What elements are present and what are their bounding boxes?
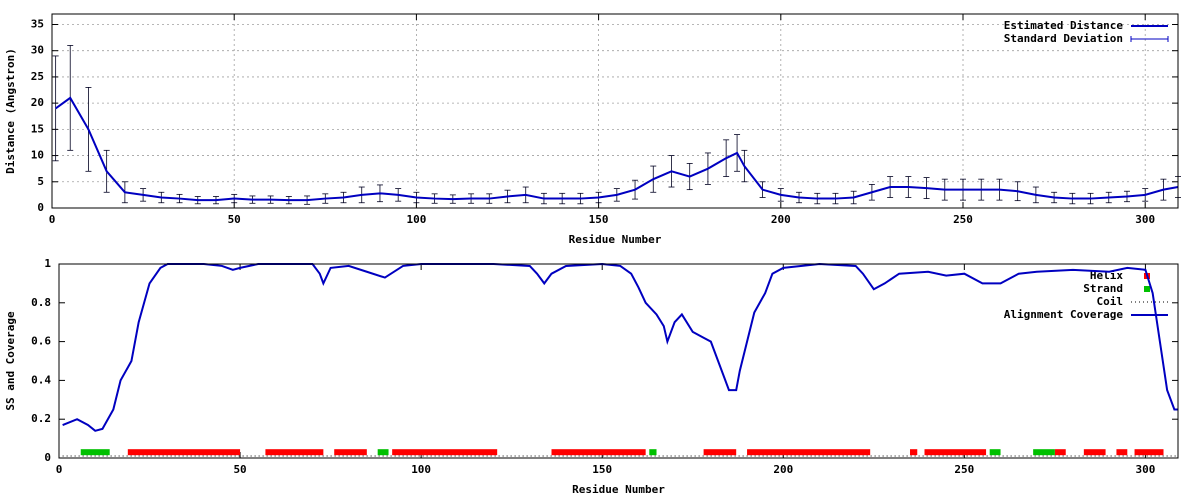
x-tick-label: 0 bbox=[56, 463, 63, 476]
legend-marker bbox=[1144, 286, 1150, 292]
ss-segment bbox=[649, 449, 657, 456]
ss-segment bbox=[392, 449, 498, 456]
y-tick-label: 0.4 bbox=[31, 373, 51, 386]
y-axis-label: SS and Coverage bbox=[4, 311, 17, 411]
legend-label: Alignment Coverage bbox=[1004, 308, 1124, 321]
y-tick-label: 35 bbox=[31, 17, 44, 30]
x-tick-label: 200 bbox=[773, 463, 793, 476]
ss-segment bbox=[265, 449, 324, 456]
x-tick-label: 250 bbox=[953, 213, 973, 226]
ss-segment bbox=[1083, 449, 1106, 456]
legend-label: Helix bbox=[1090, 269, 1123, 282]
y-tick-label: 10 bbox=[31, 149, 44, 162]
x-tick-label: 150 bbox=[589, 213, 609, 226]
x-axis-label: Residue Number bbox=[572, 483, 665, 496]
y-tick-label: 0.2 bbox=[31, 412, 51, 425]
ss-segment bbox=[1116, 449, 1128, 456]
ss-segment bbox=[1054, 449, 1066, 456]
ss-segment bbox=[80, 449, 110, 456]
y-tick-label: 30 bbox=[31, 44, 44, 57]
ss-segment bbox=[703, 449, 737, 456]
legend-label: Coil bbox=[1097, 295, 1124, 308]
x-tick-label: 150 bbox=[592, 463, 612, 476]
y-tick-label: 25 bbox=[31, 70, 44, 83]
chart: 0 0.2 0.4 0.6 0.8 1 0 50 100 150 200 250 300 Residue … bbox=[4, 257, 1179, 496]
plot-frame bbox=[58, 263, 1179, 459]
ss-segment bbox=[377, 449, 389, 456]
ss-segment bbox=[1134, 449, 1164, 456]
ss-segment bbox=[551, 449, 646, 456]
x-tick-label: 300 bbox=[1135, 213, 1155, 226]
y-tick-label: 0.8 bbox=[31, 296, 51, 309]
x-tick-label: 200 bbox=[771, 213, 791, 226]
ss-segment bbox=[924, 449, 987, 456]
x-tick-label: 250 bbox=[954, 463, 974, 476]
ss-segment bbox=[1033, 449, 1055, 456]
y-tick-label: 5 bbox=[37, 175, 44, 188]
y-tick-label: 15 bbox=[31, 122, 44, 135]
x-tick-label: 50 bbox=[233, 463, 246, 476]
y-tick-label: 0 bbox=[37, 201, 44, 214]
x-tick-label: 0 bbox=[49, 213, 56, 226]
plot-frame bbox=[51, 13, 1179, 209]
x-tick-label: 300 bbox=[1135, 463, 1155, 476]
data-line bbox=[55, 96, 1179, 202]
x-tick-label: 100 bbox=[406, 213, 426, 226]
x-axis-label: Residue Number bbox=[569, 233, 662, 246]
y-tick-label: 20 bbox=[31, 96, 44, 109]
ss-segment bbox=[334, 449, 367, 456]
legend-label: Standard Deviation bbox=[1004, 32, 1123, 45]
ss-segment bbox=[747, 449, 871, 456]
legend-label: Estimated Distance bbox=[1004, 19, 1124, 32]
y-tick-label: 0.6 bbox=[31, 335, 51, 348]
legend-label: Strand bbox=[1083, 282, 1123, 295]
ss-segment bbox=[127, 449, 241, 456]
data-line bbox=[62, 262, 1178, 432]
y-tick-label: 1 bbox=[44, 257, 51, 270]
ss-segment bbox=[989, 449, 1001, 456]
x-tick-label: 100 bbox=[411, 463, 431, 476]
y-axis-label: Distance (Angstron) bbox=[4, 48, 17, 174]
chart: 0 5 10 15 20 25 30 35 0 50 100 150 200 250 300 Residue … bbox=[4, 13, 1181, 246]
y-tick-label: 0 bbox=[44, 451, 51, 464]
x-tick-label: 50 bbox=[228, 213, 241, 226]
ss-segment bbox=[910, 449, 918, 456]
